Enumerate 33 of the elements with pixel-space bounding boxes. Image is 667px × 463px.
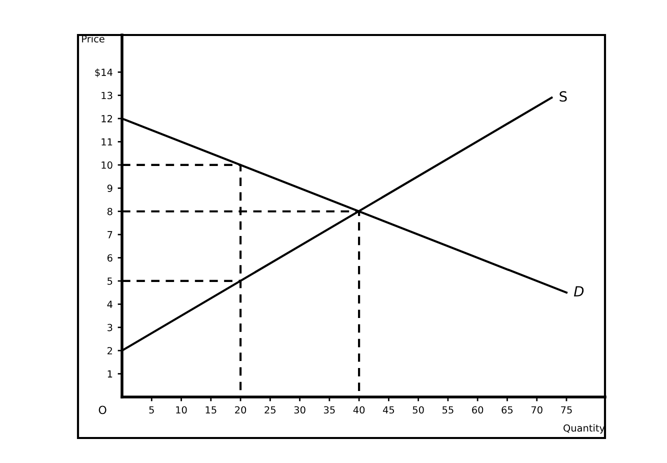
x-tick-label: 45 (382, 406, 394, 414)
y-tick-label: 1 (108, 370, 112, 378)
y-tick-label: 9 (107, 184, 112, 192)
y-tick-label: 8 (107, 208, 112, 216)
y-tick-label: $14 (95, 68, 112, 78)
x-tick-label: 10 (176, 406, 187, 414)
x-axis-title: Quantity (564, 424, 605, 434)
y-tick-label: 5 (108, 278, 112, 285)
x-tick-label: 35 (324, 406, 335, 414)
y-tick-label: 4 (107, 300, 112, 308)
x-tick-label: 60 (472, 406, 484, 414)
x-tick-label: 55 (442, 406, 454, 414)
y-tick-label: 7 (108, 231, 112, 238)
y-tick-label: 2 (108, 347, 112, 354)
y-tick-label: 11 (102, 138, 112, 146)
x-tick-label: 5 (149, 406, 154, 414)
x-tick-label: 20 (235, 406, 246, 414)
y-tick-label: 6 (107, 254, 112, 262)
x-tick-label: 40 (353, 406, 365, 414)
x-tick-label: 65 (502, 406, 513, 414)
y-tick-label: 3 (108, 324, 112, 332)
x-tick-label: 75 (561, 406, 572, 414)
y-tick-label: 12 (102, 115, 112, 122)
x-tick-label: 15 (206, 406, 216, 414)
x-tick-label: 25 (264, 406, 276, 414)
x-tick-label: 50 (412, 406, 424, 414)
x-tick-label: 70 (531, 406, 542, 414)
y-tick-label: 13 (102, 92, 112, 100)
y-tick-label: 10 (102, 161, 112, 169)
x-tick-label: 30 (294, 406, 306, 414)
text: O (98, 406, 106, 414)
series-label: S (560, 91, 567, 102)
series-label: D (574, 286, 584, 296)
